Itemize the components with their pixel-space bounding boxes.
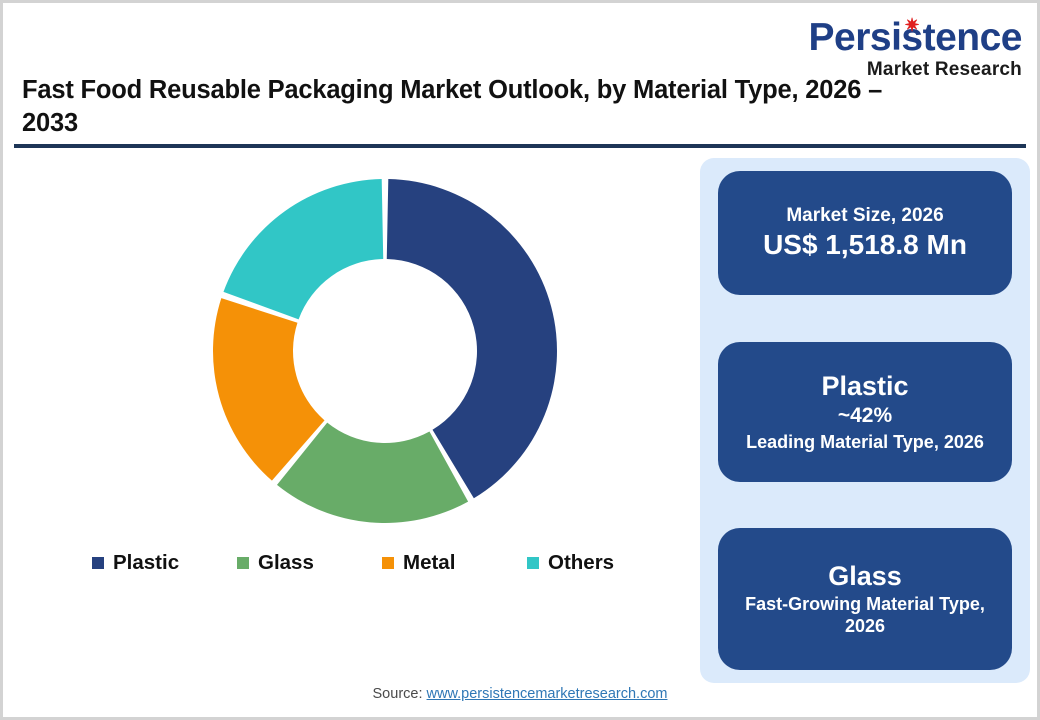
source-label: Source:: [372, 686, 423, 702]
page-title: Fast Food Reusable Packaging Market Outl…: [22, 76, 883, 137]
logo-primary-label: Persistence: [808, 16, 1023, 59]
leading-material-share: ~42%: [837, 404, 893, 428]
source-link[interactable]: www.persistencemarketresearch.com: [426, 686, 668, 702]
legend-label-plastic: Plastic: [113, 551, 180, 574]
asterisk-icon: ✷: [904, 15, 920, 35]
donut-chart-svg: [213, 179, 557, 523]
donut-slice-group: [213, 179, 557, 523]
legend-swatch-metal: [382, 557, 394, 569]
border-left: [0, 0, 3, 720]
donut-slice-others[interactable]: [223, 179, 384, 320]
legend-swatch-plastic: [92, 557, 104, 569]
donut-chart: [14, 155, 686, 545]
donut-slice-plastic[interactable]: [386, 179, 557, 499]
leading-material-name: Plastic: [821, 370, 909, 401]
donut-slice-glass[interactable]: [276, 422, 469, 523]
title-divider: [14, 144, 1026, 148]
legend-item-plastic[interactable]: Plastic: [92, 551, 237, 575]
border-bottom: [0, 717, 1040, 720]
chart-area: Plastic Glass Metal Others: [14, 155, 686, 610]
legend-label-others: Others: [548, 551, 615, 574]
logo-primary-text: Persistence ✷: [808, 15, 1023, 59]
fastest-material-caption: Fast-Growing Material Type, 2026: [745, 593, 985, 637]
legend-swatch-glass: [237, 557, 249, 569]
donut-slice-metal[interactable]: [213, 298, 325, 481]
highlight-card-market-size: Market Size, 2026 US$ 1,518.8 Mn: [718, 171, 1012, 295]
legend-item-metal[interactable]: Metal: [382, 551, 527, 575]
logo-secondary-label: Market Research: [866, 59, 1022, 80]
company-logo: Persistence ✷ Market Research: [808, 15, 1023, 80]
highlights-panel: Market Size, 2026 US$ 1,518.8 Mn Plastic…: [700, 158, 1030, 683]
legend-swatch-others: [527, 557, 539, 569]
chart-legend: Plastic Glass Metal Others: [92, 551, 672, 575]
legend-label-glass: Glass: [258, 551, 314, 574]
legend-item-glass[interactable]: Glass: [237, 551, 382, 575]
source-line: Source: www.persistencemarketresearch.co…: [0, 686, 1040, 702]
leading-material-caption: Leading Material Type, 2026: [746, 431, 984, 452]
market-size-label: Market Size, 2026: [786, 205, 944, 227]
highlight-card-fastest-material: Glass Fast-Growing Material Type, 2026: [718, 528, 1012, 670]
market-size-value: US$ 1,518.8 Mn: [763, 228, 967, 260]
fastest-material-name: Glass: [828, 561, 902, 592]
legend-item-others[interactable]: Others: [527, 551, 672, 575]
border-right: [1037, 0, 1040, 720]
legend-label-metal: Metal: [403, 551, 456, 574]
border-top: [0, 0, 1040, 3]
highlight-card-leading-material: Plastic ~42% Leading Material Type, 2026: [718, 341, 1012, 482]
